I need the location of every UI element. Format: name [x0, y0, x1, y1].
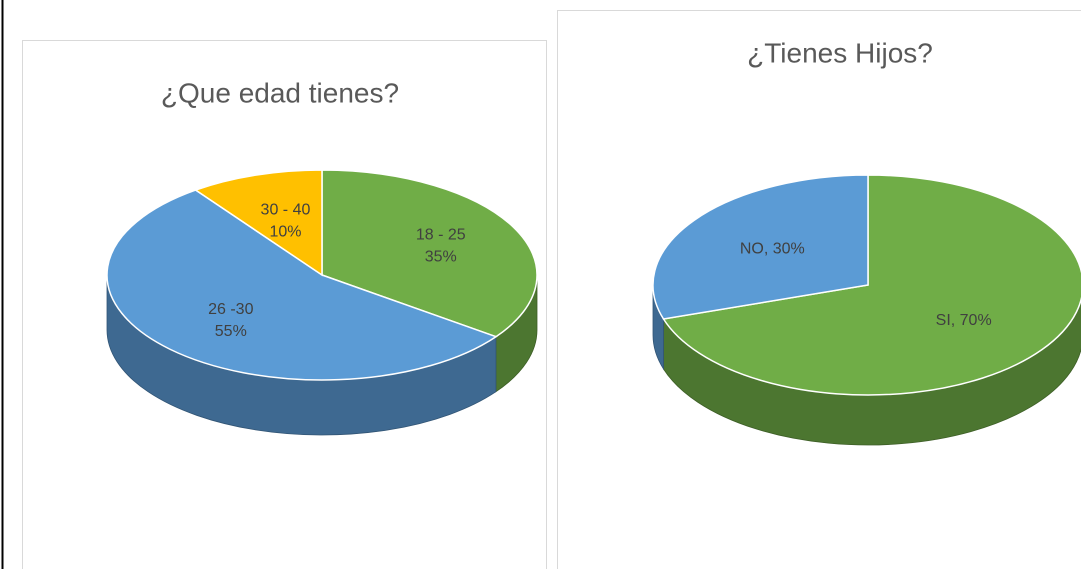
data-label: 10%: [269, 223, 301, 240]
pie-slice: [106, 189, 498, 381]
data-label: 35%: [425, 249, 457, 266]
data-label-category: 18 - 25: [416, 227, 466, 244]
pie-slice: [193, 169, 323, 277]
data-label-category: 26 -30: [208, 301, 253, 318]
chart-title: ¿Que edad tienes?: [161, 77, 399, 108]
pie-slice: [662, 174, 1081, 396]
data-label-category: 30 - 40: [261, 201, 311, 218]
data-label: SI, 70%: [936, 312, 992, 329]
pie-slice: [652, 174, 869, 320]
data-label: 55%: [215, 323, 247, 340]
chart-title: ¿Tienes Hijos?: [747, 37, 933, 68]
data-label: NO, 30%: [740, 241, 805, 258]
pie-slice: [321, 169, 538, 338]
